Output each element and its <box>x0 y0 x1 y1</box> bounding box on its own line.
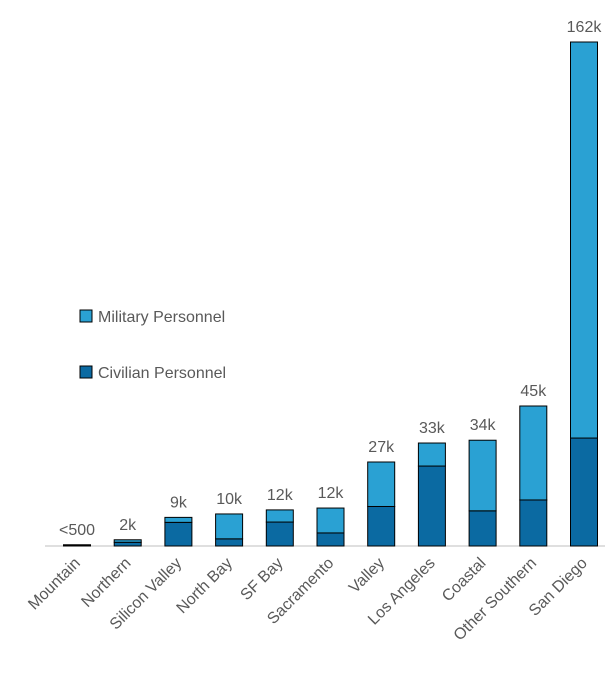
legend-label: Military Personnel <box>98 309 225 326</box>
bar-segment <box>265 521 294 547</box>
x-tick-label: Valley <box>346 555 388 597</box>
x-tick-label: Mountain <box>25 555 84 614</box>
total-label: <500 <box>59 522 95 539</box>
x-tick-label: Coastal <box>439 555 489 605</box>
legend-label: Civilian Personnel <box>98 365 226 382</box>
total-label: 34k <box>470 417 497 434</box>
bar-segment <box>367 461 396 507</box>
total-label: 10k <box>216 491 243 508</box>
bar-segment <box>113 539 142 543</box>
bar-segment <box>164 521 193 547</box>
legend-swatch <box>79 309 93 323</box>
bar-segment <box>417 465 446 547</box>
bar-segment <box>519 499 548 547</box>
bar-segment <box>570 41 598 439</box>
legend-swatch <box>79 365 93 379</box>
total-label: 33k <box>419 420 446 437</box>
x-tick-label: North Bay <box>174 555 236 617</box>
bar-segment <box>164 516 193 523</box>
x-tick-label: SF Bay <box>238 555 287 604</box>
bar-segment <box>265 509 294 523</box>
bar-segment <box>468 439 497 512</box>
bar-segment <box>570 437 598 547</box>
bar-segment <box>316 507 345 534</box>
total-label: 27k <box>368 439 395 456</box>
bar-segment <box>215 513 244 540</box>
bar-segment <box>367 505 396 547</box>
bar-segment <box>63 544 91 546</box>
total-label: 12k <box>267 487 294 504</box>
total-label: 45k <box>520 383 547 400</box>
total-label: 12k <box>318 485 345 502</box>
bar-segment <box>316 532 345 547</box>
bar-segment <box>113 541 142 547</box>
bar-segment <box>215 538 244 547</box>
bar-segment <box>519 405 548 501</box>
bar-segment <box>417 442 446 467</box>
total-label: 9k <box>170 494 188 511</box>
total-label: 2k <box>119 517 137 534</box>
bar-segment <box>468 510 497 547</box>
total-label: 162k <box>567 19 603 36</box>
